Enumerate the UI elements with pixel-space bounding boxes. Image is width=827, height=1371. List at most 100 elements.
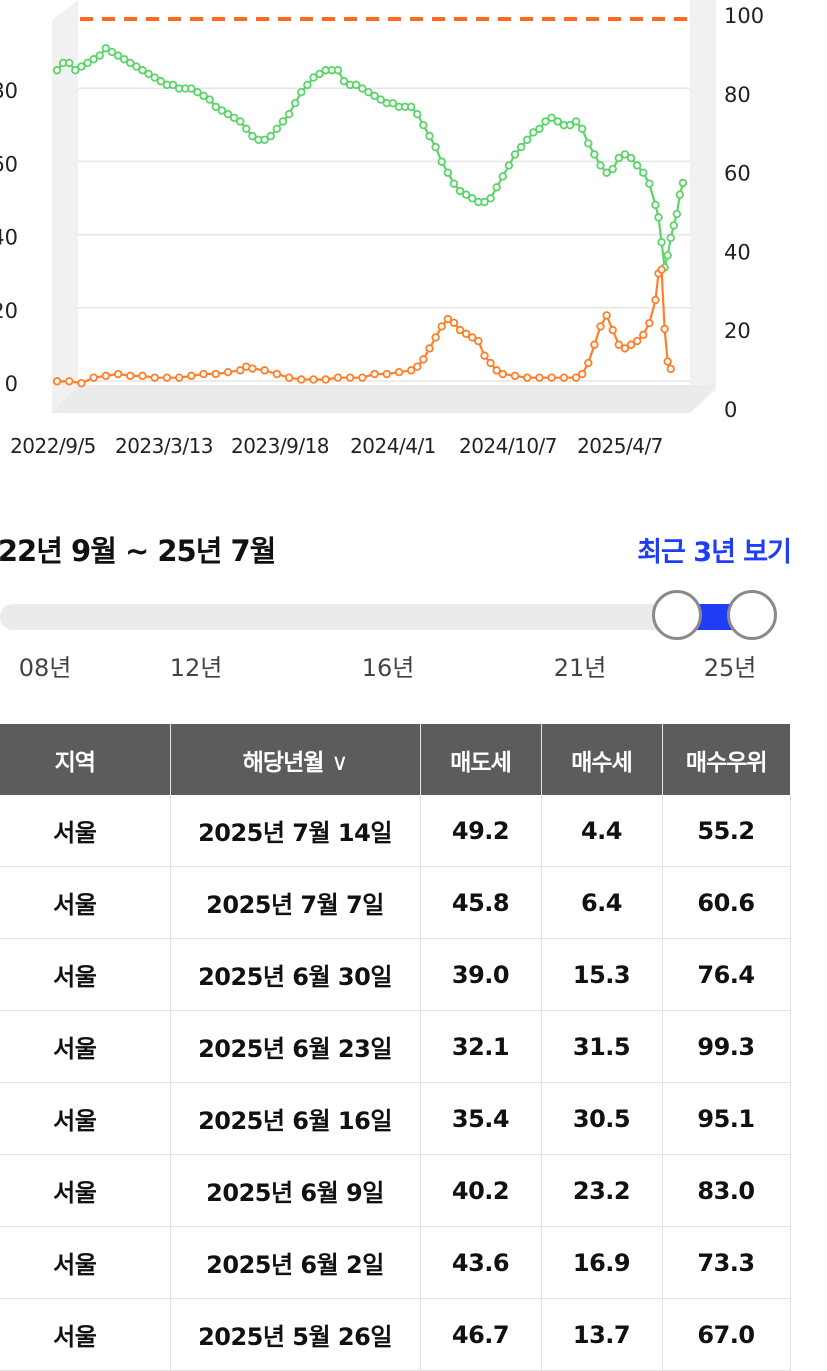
series-point-0 [614,153,624,163]
x-tick-label: 2023/3/13 [115,434,213,458]
chevron-down-icon[interactable]: ∨ [331,749,348,776]
series-point-1 [309,375,318,384]
series-point-1 [358,373,367,382]
series-point-0 [352,80,361,90]
series-point-1 [455,325,465,335]
series-point-0 [217,106,227,115]
series-point-0 [260,135,269,144]
series-point-0 [309,73,318,82]
series-point-0 [156,77,166,86]
series-point-1 [651,295,660,305]
series-point-0 [187,84,196,93]
series-point-1 [559,373,569,382]
series-point-1 [474,336,483,346]
cell-region: 서울 [0,1082,171,1155]
series-point-0 [290,98,300,108]
cell-region: 서울 [0,1010,171,1083]
series-point-1 [406,366,416,375]
series-point-1 [535,373,544,382]
series-point-0 [107,47,117,57]
series-point-1 [126,371,135,381]
series-point-1 [584,358,593,368]
series-point-1 [492,366,501,375]
series-point-0 [65,58,74,68]
series-point-0 [654,213,663,222]
series-point-0 [443,168,453,177]
series-point-0 [364,87,373,97]
table-row: 서울 2025년 6월 30일 39.0 15.3 76.4 [0,938,791,1011]
series-point-0 [498,172,507,181]
series-point-1 [150,373,159,382]
series-point-0 [248,131,257,141]
slider-tick-label: 12년 [169,654,223,682]
cell-buy: 23.2 [541,1154,663,1227]
series-point-1 [413,362,422,371]
series-point-0 [504,161,514,170]
cell-sell: 46.7 [420,1298,542,1371]
series-point-1 [425,344,434,353]
series-point-0 [52,66,62,75]
series-point-0 [645,179,654,188]
series-point-0 [596,161,605,170]
cell-sell: 40.2 [420,1154,542,1227]
year-slider-track[interactable] [0,604,758,630]
series-point-0 [608,164,617,174]
series-point-1 [297,375,306,384]
cell-buyer-lead: 55.2 [662,795,791,867]
series-point-0 [278,117,288,126]
y-right-tick-label: 20 [724,319,751,343]
series-point-1 [523,373,532,382]
series-point-0 [242,124,251,133]
series-point-0 [205,95,214,104]
series-point-1 [626,340,636,349]
series-point-0 [602,168,611,177]
slider-end-handle[interactable] [727,590,777,640]
series-point-0 [468,194,477,203]
slider-tick-label: 21년 [553,654,607,682]
series-point-0 [663,251,672,260]
date-range-title: '22년 9월 ~ 25년 7월 [0,534,276,568]
series-point-0 [199,91,208,101]
series-point-0 [138,66,147,75]
cell-sell: 39.0 [420,938,542,1011]
series-point-1 [419,355,428,364]
series-point-0 [669,221,678,230]
series-point-1 [547,373,556,382]
cell-buy: 13.7 [541,1298,663,1371]
market-trend-chart: 0 20 40 60 80 0 20 40 60 80 100 2022/9/5 2023/3/13 20… [0,0,764,458]
series-point-0 [672,209,682,219]
series-point-0 [284,109,294,119]
series-point-1 [345,373,355,382]
series-point-0 [333,66,343,75]
series-point-1 [437,322,446,331]
y-right-tick-label: 100 [724,4,764,28]
slider-tick-label: 16년 [361,654,415,682]
series-point-0 [144,69,153,79]
plot-floor [52,385,716,413]
cell-date: 2025년 5월 26일 [170,1298,421,1371]
series-point-1 [248,364,257,373]
series-point-1 [101,371,111,381]
cell-sell: 43.6 [420,1226,542,1299]
series-point-0 [431,142,440,152]
recent-3-years-link[interactable]: 최근 3년 보기 [637,537,792,568]
slider-start-handle[interactable] [652,590,702,640]
header-date[interactable]: 해당년월 ∨ [170,724,421,795]
series-point-1 [443,314,453,324]
header-sell: 매도세 [420,724,542,795]
series-point-0 [150,73,159,82]
table-row: 서울 2025년 7월 14일 49.2 4.4 55.2 [0,795,791,867]
series-point-0 [590,150,599,159]
series-point-1 [382,369,391,379]
series-point-1 [284,373,294,382]
series-point-1 [602,311,611,320]
x-tick-label: 2025/4/7 [577,434,663,458]
series-point-1 [52,377,62,386]
cell-buy: 4.4 [541,795,663,867]
series-point-0 [666,233,675,243]
cell-buyer-lead: 99.3 [662,1010,791,1083]
series-point-0 [413,109,422,119]
series-point-1 [645,318,654,328]
table-row: 서울 2025년 6월 9일 40.2 23.2 83.0 [0,1154,791,1227]
cell-date: 2025년 6월 30일 [170,938,421,1011]
